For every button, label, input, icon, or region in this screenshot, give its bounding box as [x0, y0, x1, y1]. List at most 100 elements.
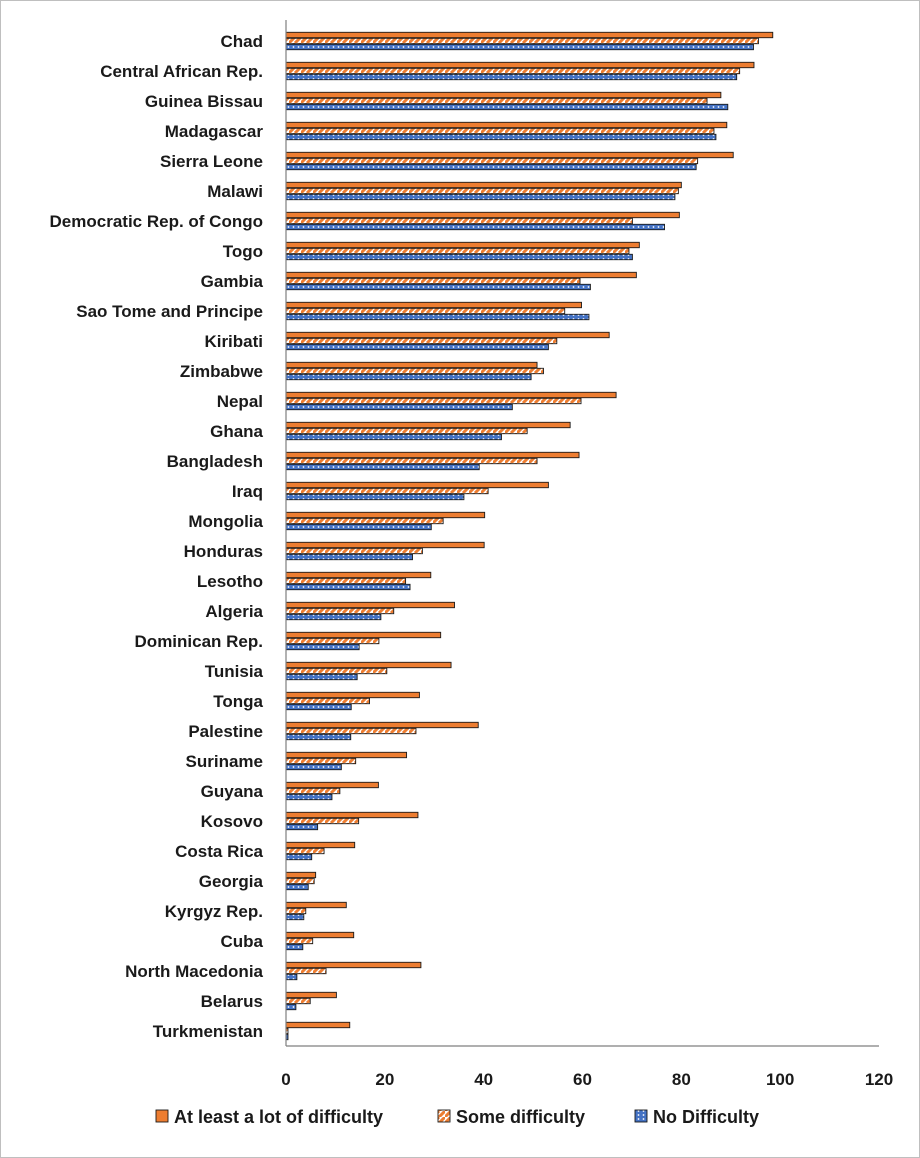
- category-label: Bangladesh: [167, 452, 263, 471]
- bar-no-difficulty: [285, 373, 532, 381]
- bar-a-lot-of-difficulty: [285, 61, 755, 69]
- legend-label: No Difficulty: [653, 1107, 759, 1127]
- bar-some-difficulty: [285, 907, 307, 915]
- bar-some-difficulty: [285, 97, 708, 105]
- bar-some-difficulty: [285, 787, 341, 795]
- category-label: Algeria: [205, 602, 263, 621]
- category-label: Zimbabwe: [180, 362, 263, 381]
- bar-no-difficulty: [285, 853, 313, 861]
- legend-swatch: [437, 1109, 451, 1123]
- category-label: Tonga: [213, 692, 263, 711]
- bar-no-difficulty: [285, 283, 591, 291]
- bar-a-lot-of-difficulty: [285, 811, 419, 819]
- axes: 0 20 40 60 80 100 120: [281, 20, 893, 1089]
- x-tick-label: 60: [573, 1070, 592, 1089]
- bar-no-difficulty: [285, 43, 754, 51]
- category-label: Ghana: [210, 422, 263, 441]
- bar-some-difficulty: [285, 307, 566, 315]
- bar-no-difficulty: [285, 703, 352, 711]
- bar-some-difficulty: [285, 367, 544, 375]
- bar-no-difficulty: [285, 823, 319, 831]
- bar-some-difficulty: [285, 547, 423, 555]
- bar-a-lot-of-difficulty: [285, 481, 549, 489]
- x-tick-label: 80: [672, 1070, 691, 1089]
- legend-swatch: [155, 1109, 169, 1123]
- bar-a-lot-of-difficulty: [285, 691, 420, 699]
- bar-no-difficulty: [285, 973, 298, 981]
- category-label: Central African Rep.: [100, 62, 263, 81]
- bar-no-difficulty: [285, 553, 413, 561]
- bar-a-lot-of-difficulty: [285, 751, 408, 759]
- bar-a-lot-of-difficulty: [285, 151, 734, 159]
- category-label: Guyana: [201, 782, 264, 801]
- bar-a-lot-of-difficulty: [285, 391, 617, 399]
- bar-no-difficulty: [285, 103, 729, 111]
- bar-some-difficulty: [285, 877, 315, 885]
- legend-item-a-lot-of-difficulty: At least a lot of difficulty: [155, 1107, 383, 1127]
- bar-no-difficulty: [285, 163, 697, 171]
- bar-no-difficulty: [285, 943, 304, 951]
- bar-a-lot-of-difficulty: [285, 121, 728, 129]
- bar-no-difficulty: [285, 343, 549, 351]
- bar-no-difficulty: [285, 883, 309, 891]
- bar-a-lot-of-difficulty: [285, 781, 379, 789]
- bar-a-lot-of-difficulty: [285, 571, 432, 579]
- x-tick-label: 120: [865, 1070, 893, 1089]
- category-label: Honduras: [184, 542, 263, 561]
- bar-some-difficulty: [285, 67, 741, 75]
- bar-some-difficulty: [285, 457, 538, 465]
- category-label: Guinea Bissau: [145, 92, 263, 111]
- bar-a-lot-of-difficulty: [285, 331, 610, 339]
- bar-a-lot-of-difficulty: [285, 421, 571, 429]
- bar-some-difficulty: [285, 817, 360, 825]
- bar-some-difficulty: [285, 637, 380, 645]
- legend-swatch: [634, 1109, 648, 1123]
- category-label: Nepal: [217, 392, 263, 411]
- category-label: Belarus: [201, 992, 263, 1011]
- x-tick-label: 40: [474, 1070, 493, 1089]
- bar-a-lot-of-difficulty: [285, 541, 485, 549]
- category-label: Lesotho: [197, 572, 263, 591]
- category-label: Sao Tome and Principe: [76, 302, 263, 321]
- category-label: Democratic Rep. of Congo: [50, 212, 263, 231]
- bar-a-lot-of-difficulty: [285, 931, 355, 939]
- bar-some-difficulty: [285, 157, 699, 165]
- category-label: Georgia: [199, 872, 264, 891]
- bar-some-difficulty: [285, 607, 395, 615]
- bar-no-difficulty: [285, 223, 665, 231]
- bar-no-difficulty: [285, 73, 738, 81]
- category-label: Chad: [221, 32, 264, 51]
- category-label: Suriname: [186, 752, 263, 771]
- bar-some-difficulty: [285, 847, 325, 855]
- category-label: Gambia: [201, 272, 264, 291]
- bar-no-difficulty: [285, 493, 465, 501]
- x-tick-label: 0: [281, 1070, 290, 1089]
- bar-a-lot-of-difficulty: [285, 301, 582, 309]
- category-label: Cuba: [221, 932, 264, 951]
- bar-no-difficulty: [285, 673, 358, 681]
- bar-no-difficulty: [285, 613, 382, 621]
- bar-some-difficulty: [285, 127, 715, 135]
- category-label: Kosovo: [201, 812, 263, 831]
- bar-some-difficulty: [285, 427, 528, 435]
- category-label: Palestine: [188, 722, 263, 741]
- bar-no-difficulty: [285, 1003, 297, 1011]
- category-label: Tunisia: [205, 662, 264, 681]
- bar-some-difficulty: [285, 277, 581, 285]
- bar-no-difficulty: [285, 313, 590, 321]
- bar-no-difficulty: [285, 403, 513, 411]
- bar-a-lot-of-difficulty: [285, 91, 722, 99]
- bar-some-difficulty: [285, 37, 759, 45]
- category-label: Costa Rica: [175, 842, 263, 861]
- bar-no-difficulty: [285, 133, 717, 141]
- bar-some-difficulty: [285, 967, 327, 975]
- bar-a-lot-of-difficulty: [285, 841, 356, 849]
- legend-item-some-difficulty: Some difficulty: [437, 1107, 585, 1127]
- bar-no-difficulty: [285, 583, 411, 591]
- category-label: Dominican Rep.: [135, 632, 263, 651]
- bar-some-difficulty: [285, 517, 444, 525]
- bar-a-lot-of-difficulty: [285, 1021, 351, 1029]
- bar-a-lot-of-difficulty: [285, 871, 317, 879]
